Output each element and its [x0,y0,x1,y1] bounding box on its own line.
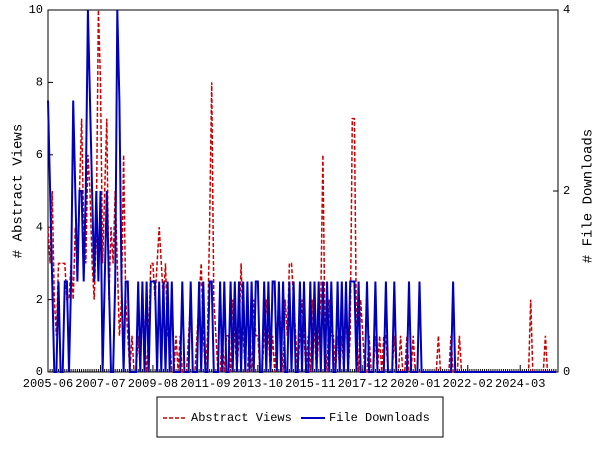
y2-axis-label: # File Downloads [581,129,597,263]
x-tick-label: 2017-12 [338,377,388,391]
y-axis-label: # Abstract Views [11,124,27,258]
series-line [47,9,556,373]
x-tick-label: 2020-01 [390,377,440,391]
legend-label: Abstract Views [191,411,292,425]
y-tick-label: 4 [36,220,43,234]
y-tick-label: 8 [36,76,43,90]
x-tick-label: 2013-10 [233,377,283,391]
y2-tick-label: 4 [563,3,570,17]
x-tick-label: 2011-09 [180,377,230,391]
y-tick-label: 10 [29,3,43,17]
x-tick-label: 2015-11 [285,377,335,391]
y-tick-label: 0 [36,365,43,379]
y-tick-label: 2 [36,293,43,307]
y-tick-label: 6 [36,148,43,162]
series-line [47,9,556,373]
y2-tick-label: 0 [563,365,570,379]
legend-label: File Downloads [329,411,430,425]
legend [156,396,444,438]
x-tick-label: 2005-06 [23,377,73,391]
x-tick-label: 2024-03 [495,377,545,391]
y2-tick-label: 2 [563,184,570,198]
x-tick-label: 2009-08 [128,377,178,391]
x-tick-label: 2007-07 [75,377,125,391]
x-tick-label: 2022-02 [443,377,493,391]
